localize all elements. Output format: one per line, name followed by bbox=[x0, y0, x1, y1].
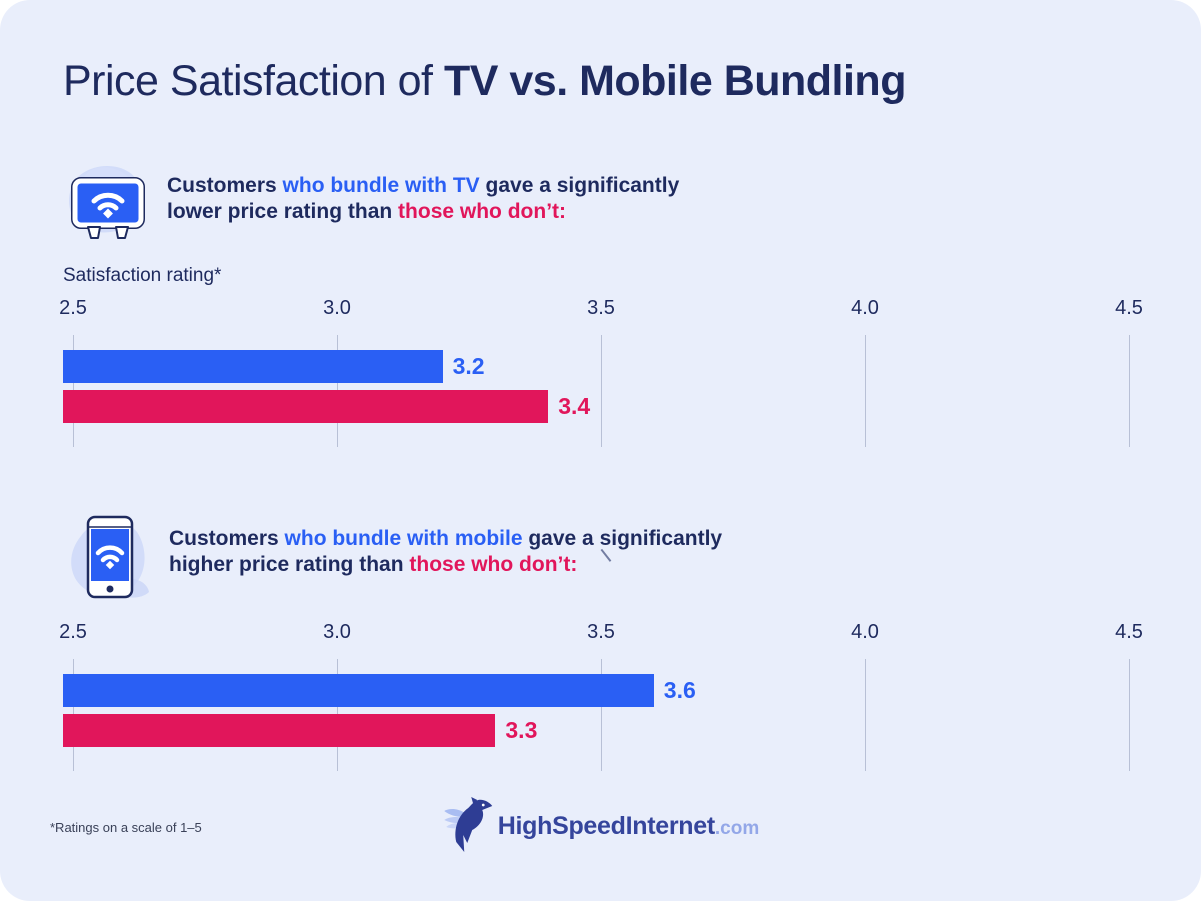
headline-segment: who bundle with mobile bbox=[284, 527, 523, 550]
headline-segment: those who don’t: bbox=[409, 553, 578, 576]
axis-tick-label: 4.5 bbox=[1115, 621, 1143, 643]
bar-red bbox=[63, 390, 549, 423]
bar-blue bbox=[63, 350, 443, 383]
footnote: *Ratings on a scale of 1–5 bbox=[50, 820, 202, 835]
headline-line: Customers who bundle with mobile gave a … bbox=[169, 526, 722, 552]
headline-mobile: Customers who bundle with mobile gave a … bbox=[169, 526, 722, 611]
page-title-bold: TV vs. Mobile Bundling bbox=[443, 57, 907, 105]
headline-segment: Customers bbox=[167, 174, 283, 197]
axis-tick-label: 4.0 bbox=[851, 297, 879, 319]
headline-tv: Customers who bundle with TV gave a sign… bbox=[167, 173, 679, 248]
bar-blue bbox=[63, 674, 654, 707]
headline-segment: gave a significantly bbox=[479, 174, 680, 197]
axis-tick-label: 4.0 bbox=[851, 621, 879, 643]
axis-tick-label: 3.5 bbox=[587, 297, 615, 319]
headline-line: Customers who bundle with TV gave a sign… bbox=[167, 173, 679, 199]
bar-value-label: 3.2 bbox=[452, 353, 485, 379]
axis-tick-label: 2.5 bbox=[59, 297, 87, 319]
gridline bbox=[601, 659, 602, 771]
gridline bbox=[865, 335, 866, 447]
axis-tick-label: 3.0 bbox=[323, 297, 351, 319]
brand-tld: .com bbox=[714, 817, 760, 839]
axis-ticks: 2.5 3.0 3.5 4.0 4.5 bbox=[59, 296, 1143, 320]
mobile-wifi-icon bbox=[63, 510, 153, 611]
brand-name: HighSpeedInternet bbox=[497, 811, 715, 840]
axis-tick-label: 4.5 bbox=[1115, 297, 1143, 319]
bar-red bbox=[63, 714, 496, 747]
headline-segment: lower price rating than bbox=[167, 200, 399, 223]
tv-wifi-icon-svg bbox=[69, 166, 145, 239]
tv-wifi-icon bbox=[63, 159, 151, 248]
chart-mobile-bundling: 2.5 3.0 3.5 4.0 4.5 3.6 3.3 bbox=[59, 620, 1143, 771]
mobile-wifi-icon-svg bbox=[71, 515, 149, 599]
page-title-regular: Price Satisfaction of bbox=[63, 57, 444, 105]
headline-segment: Customers bbox=[169, 527, 285, 550]
plot-area: 3.2 3.4 bbox=[63, 335, 1143, 447]
axis-title: Satisfaction rating* bbox=[63, 265, 222, 286]
section-tv: Customers who bundle with TV gave a sign… bbox=[63, 159, 679, 248]
section-mobile: Customers who bundle with mobile gave a … bbox=[63, 510, 722, 611]
wifi-icon bbox=[91, 192, 125, 219]
axis-ticks: 2.5 3.0 3.5 4.0 4.5 bbox=[59, 620, 1143, 644]
brand-logo[interactable]: HighSpeedInternet .com bbox=[442, 797, 760, 855]
page-title: Price Satisfaction of TV vs. Mobile Bund… bbox=[63, 57, 906, 106]
axis-tick-label: 3.0 bbox=[323, 621, 351, 643]
hummingbird-icon bbox=[443, 797, 492, 852]
axis-tick-label: 3.5 bbox=[587, 621, 615, 643]
headline-segment: higher price rating than bbox=[169, 553, 410, 576]
bar-value-label: 3.6 bbox=[663, 677, 696, 703]
headline-line: lower price rating than those who don’t: bbox=[167, 199, 679, 225]
gridline bbox=[865, 659, 866, 771]
chart-tv-bundling: 2.5 3.0 3.5 4.0 4.5 3.2 3.4 bbox=[59, 296, 1143, 447]
axis-tick-label: 2.5 bbox=[59, 621, 87, 643]
gridline bbox=[1129, 335, 1130, 447]
headline-segment: gave a significantly bbox=[522, 527, 723, 550]
plot-area: 3.6 3.3 bbox=[63, 659, 1143, 771]
brand-logo-text: HighSpeedInternet .com bbox=[498, 812, 760, 841]
bar-value-label: 3.3 bbox=[505, 717, 538, 743]
headline-segment: who bundle with TV bbox=[282, 174, 480, 197]
gridline bbox=[601, 335, 602, 447]
bar-value-label: 3.4 bbox=[558, 393, 591, 419]
headline-segment: those who don’t: bbox=[398, 200, 567, 223]
headline-line: higher price rating than those who don’t… bbox=[169, 552, 722, 578]
gridline bbox=[1129, 659, 1130, 771]
